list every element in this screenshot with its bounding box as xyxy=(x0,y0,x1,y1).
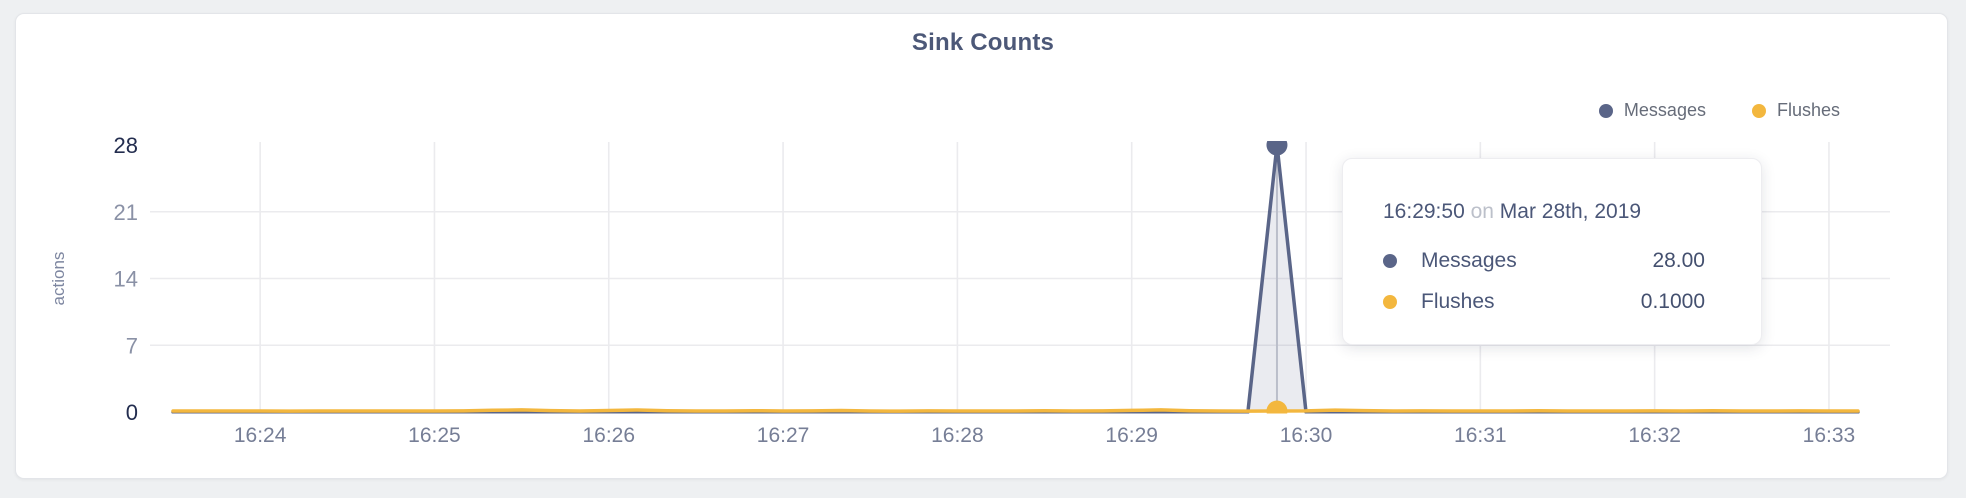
x-tick-label: 16:26 xyxy=(582,424,635,447)
legend-label-messages: Messages xyxy=(1623,100,1706,120)
x-tick-label: 16:30 xyxy=(1280,424,1333,447)
legend-label-flushes: Flushes xyxy=(1776,100,1840,120)
x-tick-label: 16:27 xyxy=(757,424,810,447)
legend-item-messages[interactable]: Messages xyxy=(1598,100,1706,121)
x-tick-label: 16:32 xyxy=(1628,424,1681,447)
tooltip-value-messages: 28.00 xyxy=(1652,248,1705,272)
x-tick-label: 16:25 xyxy=(408,424,461,447)
messages-hover-marker[interactable] xyxy=(1266,135,1288,156)
x-tick-label: 16:29 xyxy=(1105,424,1158,447)
flushes-line xyxy=(171,408,1860,413)
tooltip-row: Messages 28.00 xyxy=(1383,240,1705,281)
x-tick-label: 16:33 xyxy=(1803,424,1856,447)
x-tick-label: 16:24 xyxy=(234,424,287,447)
legend-item-flushes[interactable]: Flushes xyxy=(1751,100,1840,121)
messages-swatch-icon xyxy=(1598,103,1613,118)
x-tick-label: 16:28 xyxy=(931,424,984,447)
tooltip-value-flushes: 0.1000 xyxy=(1640,289,1705,313)
y-tick-label: 21 xyxy=(114,200,138,225)
legend: Messages Flushes xyxy=(1598,100,1840,121)
tooltip-preposition: on xyxy=(1470,200,1494,223)
tooltip: 16:29:50 on Mar 28th, 2019 Messages 28.0… xyxy=(1342,158,1762,345)
tooltip-header: 16:29:50 on Mar 28th, 2019 xyxy=(1383,197,1705,227)
y-tick-label: 0 xyxy=(126,400,138,425)
messages-dot-icon xyxy=(1383,253,1397,268)
tooltip-label-messages: Messages xyxy=(1421,248,1517,272)
flushes-swatch-icon xyxy=(1751,103,1766,118)
tooltip-label-flushes: Flushes xyxy=(1421,289,1495,313)
y-tick-label: 7 xyxy=(126,333,138,358)
y-tick-label: 28 xyxy=(114,133,138,158)
y-axis-title: actions xyxy=(49,252,68,306)
flushes-hover-marker[interactable] xyxy=(1266,400,1288,422)
chart-title: Sink Counts xyxy=(911,29,1055,56)
x-tick-label: 16:31 xyxy=(1454,424,1507,447)
tooltip-date: Mar 28th, 2019 xyxy=(1499,200,1642,223)
tooltip-row: Flushes 0.1000 xyxy=(1383,281,1705,322)
flushes-dot-icon xyxy=(1383,294,1397,309)
tooltip-time: 16:29:50 xyxy=(1383,200,1465,223)
y-tick-label: 14 xyxy=(114,267,138,292)
